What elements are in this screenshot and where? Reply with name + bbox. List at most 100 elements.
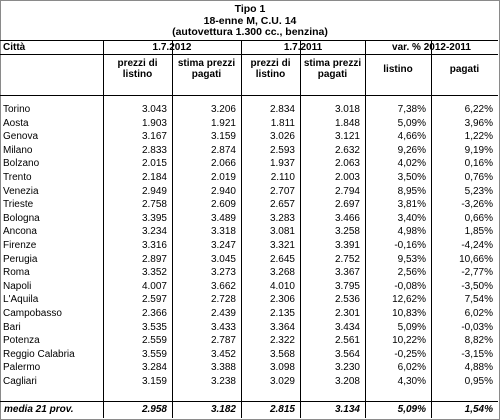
table-row: Reggio Calabria 3.559 3.452 3.568 3.564 -0,25…	[0, 349, 498, 363]
table-title: Tipo 1 18-enne M, C.U. 14 (autovettura 1…	[0, 3, 500, 39]
header-paid-estimate-2012: stima prezzi pagati	[177, 58, 236, 80]
cell-list-price-2011: 3.029	[269, 376, 295, 387]
cell-var-listino: 8,95%	[397, 185, 426, 197]
cell-paid-estimate-2012: 3.662	[210, 280, 236, 292]
cell-var-listino: 3,40%	[397, 212, 426, 224]
cell-var-listino: 7,38%	[397, 104, 426, 115]
cell-list-price-2012: 3.559	[141, 348, 167, 360]
cell-var-pagati: -4,24%	[461, 240, 493, 251]
cell-list-price-2011: 1.937	[269, 158, 295, 170]
cell-list-price-2011: 2.645	[269, 253, 295, 265]
cell-paid-estimate-2012: 2.874	[210, 144, 236, 156]
cell-list-price-2011: 4.010	[269, 280, 295, 292]
cell-list-price-2012: 3.159	[141, 376, 167, 387]
header-paid-estimate-2011: stima prezzi pagati	[303, 58, 362, 80]
title-line-2: 18-enne M, C.U. 14	[203, 14, 297, 27]
table-row: Napoli 4.007 3.662 4.010 3.795 -0,08% -3,50%	[0, 281, 498, 295]
cell-list-price-2011: 3.081	[269, 226, 295, 238]
cell-paid-estimate-2011: 2.752	[334, 253, 360, 265]
cell-var-pagati: 6,22%	[464, 104, 493, 115]
cell-list-price-2011: 2.135	[269, 308, 295, 319]
cell-city: Milano	[3, 144, 33, 156]
cell-paid-estimate-2012: 2.019	[210, 172, 236, 183]
cell-var-listino: 9,53%	[397, 253, 426, 265]
cell-list-price-2012: 2.833	[141, 144, 167, 156]
table-row: Bologna 3.395 3.489 3.283 3.466 3,40% 0,66%	[0, 213, 498, 227]
table-row: Trento 2.184 2.019 2.110 2.003 3,50% 0,76%	[0, 172, 498, 186]
table-row: Venezia 2.949 2.940 2.707 2.794 8,95% 5,23%	[0, 186, 498, 200]
cell-list-price-2012: 2.597	[141, 294, 167, 306]
cell-list-price-2011: 2.110	[270, 172, 295, 183]
table-row: Campobasso 2.366 2.439 2.135 2.301 10,83% 6,02…	[0, 308, 498, 322]
cell-list-price-2011: 2.306	[269, 294, 295, 306]
header-city: Città	[3, 42, 26, 53]
total-var-pagati: 1,54%	[464, 404, 493, 415]
table-row: Firenze 3.316 3.247 3.321 3.391 -0,16% -4,24%	[0, 240, 498, 254]
cell-paid-estimate-2012: 2.940	[210, 185, 236, 197]
cell-var-pagati: -3,50%	[461, 280, 493, 292]
cell-var-listino: 12,62%	[392, 294, 426, 306]
cell-city: Bologna	[3, 212, 40, 224]
cell-city: Firenze	[3, 240, 37, 251]
cell-list-price-2012: 2.559	[141, 335, 167, 347]
table-row: Bari 3.535 3.433 3.364 3.434 5,09% -0,03%	[0, 322, 498, 336]
cell-city: Perugia	[3, 253, 38, 265]
cell-paid-estimate-2011: 3.466	[334, 212, 360, 224]
cell-var-pagati: 1,85%	[464, 226, 493, 238]
cell-paid-estimate-2012: 3.388	[210, 362, 236, 374]
cell-list-price-2012: 2.184	[141, 172, 167, 183]
cell-paid-estimate-2011: 2.561	[334, 335, 360, 347]
cell-city: Aosta	[3, 117, 29, 129]
cell-var-pagati: 3,96%	[464, 117, 493, 129]
cell-list-price-2011: 3.268	[269, 267, 295, 279]
total-list-2012: 2.958	[141, 404, 167, 415]
cell-paid-estimate-2012: 2.439	[210, 308, 236, 319]
cell-list-price-2011: 3.026	[269, 131, 295, 143]
cell-list-price-2012: 1.903	[141, 117, 167, 129]
header-year-2012: 1.7.2012	[152, 42, 192, 53]
cell-var-listino: 3,81%	[397, 199, 426, 211]
cell-var-listino: 4,02%	[397, 158, 426, 170]
cell-list-price-2012: 2.366	[141, 308, 167, 319]
cell-city: Venezia	[3, 185, 39, 197]
cell-list-price-2012: 3.535	[141, 321, 167, 333]
cell-paid-estimate-2011: 3.391	[334, 240, 360, 251]
cell-list-price-2012: 3.316	[141, 240, 167, 251]
table-row: Palermo 3.284 3.388 3.098 3.230 6,02% 4,88%	[0, 362, 498, 376]
cell-list-price-2011: 2.593	[269, 144, 295, 156]
cell-city: Trento	[3, 172, 32, 183]
cell-var-listino: 4,30%	[397, 376, 426, 387]
cell-var-pagati: 5,23%	[464, 185, 493, 197]
header-list-price-2012: prezzi di listino	[117, 58, 158, 80]
cell-var-pagati: -2,77%	[461, 267, 493, 279]
table-row: Roma 3.352 3.273 3.268 3.367 2,56% -2,77%	[0, 267, 498, 281]
cell-list-price-2012: 3.167	[141, 131, 167, 143]
cell-var-pagati: 7,54%	[464, 294, 493, 306]
cell-paid-estimate-2011: 2.003	[334, 172, 360, 183]
cell-paid-estimate-2011: 2.301	[334, 308, 360, 319]
header-var-pagati: pagati	[449, 64, 480, 75]
col-divider-1	[103, 40, 104, 418]
cell-paid-estimate-2011: 2.632	[334, 144, 360, 156]
cell-var-pagati: 1,22%	[464, 131, 493, 143]
cell-list-price-2012: 3.284	[141, 362, 167, 374]
cell-list-price-2012: 3.234	[141, 226, 167, 238]
cell-list-price-2011: 3.283	[269, 212, 295, 224]
col-divider-3	[241, 40, 242, 418]
cell-var-listino: 10,22%	[392, 335, 426, 347]
cell-paid-estimate-2011: 3.367	[334, 267, 360, 279]
cell-list-price-2012: 3.043	[141, 104, 167, 115]
cell-paid-estimate-2012: 2.609	[210, 199, 236, 211]
cell-paid-estimate-2011: 2.697	[334, 199, 360, 211]
cell-city: Genova	[3, 131, 39, 143]
table-row: Milano 2.833 2.874 2.593 2.632 9,26% 9,19%	[0, 145, 498, 159]
table-row: Potenza 2.559 2.787 2.322 2.561 10,22% 8,82%	[0, 335, 498, 349]
cell-paid-estimate-2012: 3.247	[210, 240, 236, 251]
cell-var-listino: 5,09%	[397, 321, 426, 333]
cell-list-price-2011: 3.321	[269, 240, 295, 251]
cell-list-price-2012: 2.015	[141, 158, 167, 170]
cell-var-pagati: 8,82%	[464, 335, 493, 347]
cell-city: Reggio Calabria	[3, 348, 75, 360]
cell-paid-estimate-2012: 3.433	[210, 321, 236, 333]
